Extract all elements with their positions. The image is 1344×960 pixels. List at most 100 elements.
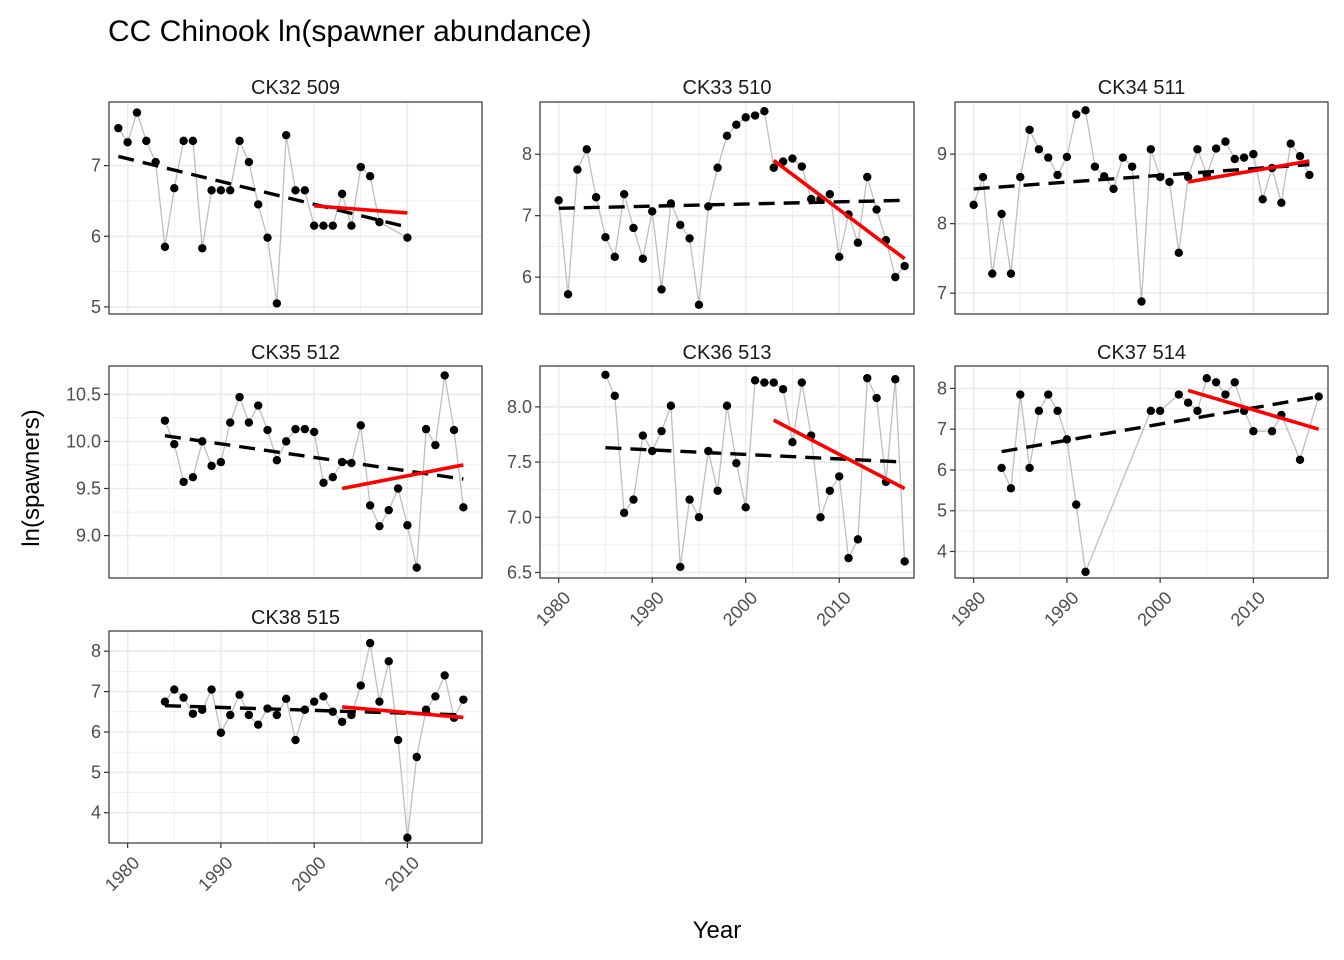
y-tick-label: 6 — [91, 226, 101, 246]
panel-background — [955, 366, 1328, 578]
data-point — [863, 373, 872, 383]
data-point — [610, 391, 619, 401]
data-point — [281, 437, 291, 446]
data-point — [272, 456, 282, 465]
data-point — [825, 189, 835, 199]
data-point — [900, 557, 909, 566]
y-tick-label: 7 — [91, 682, 101, 702]
data-point — [459, 503, 468, 512]
data-point — [1016, 390, 1025, 399]
x-tick-label: 2010 — [1227, 588, 1269, 630]
data-point — [235, 392, 244, 402]
data-point — [1174, 390, 1184, 399]
data-point — [554, 196, 563, 205]
data-point — [328, 472, 337, 482]
recent-trend-line — [1187, 388, 1320, 431]
long-term-trend-line — [558, 198, 905, 211]
y-tick-label: 8 — [522, 144, 532, 164]
y-tick-label: 8 — [91, 641, 101, 661]
x-tick-label: 1990 — [625, 588, 667, 630]
data-point — [207, 461, 216, 471]
data-point — [722, 401, 732, 410]
data-point — [1006, 269, 1016, 278]
data-point — [591, 193, 601, 202]
data-point — [1127, 162, 1137, 171]
data-point — [638, 254, 648, 263]
recent-trend-line — [341, 705, 464, 720]
data-point — [393, 735, 403, 745]
data-point — [741, 503, 750, 512]
data-point — [788, 154, 797, 163]
data-point — [1006, 484, 1016, 493]
data-point — [610, 252, 619, 262]
data-point — [1277, 198, 1286, 207]
data-point — [638, 431, 648, 440]
data-point — [384, 505, 393, 515]
y-tick-label: 7.0 — [507, 507, 532, 527]
data-point — [685, 495, 694, 504]
x-tick-label: 2000 — [1133, 588, 1175, 630]
data-point — [412, 563, 421, 572]
facet-panel: CK35 512 9.0 9.5 10.0 10.5 — [66, 342, 483, 579]
data-point — [421, 424, 431, 434]
panel-background — [955, 102, 1328, 314]
data-point — [198, 437, 207, 446]
data-point — [440, 671, 449, 680]
data-point — [835, 252, 844, 262]
data-point — [207, 685, 216, 694]
data-point — [1100, 172, 1109, 181]
data-point — [281, 694, 291, 704]
data-point — [226, 418, 235, 427]
data-point — [835, 472, 844, 481]
observed-series-line — [117, 110, 408, 304]
data-point — [375, 697, 384, 706]
x-tick-label: 1980 — [947, 588, 989, 630]
data-point — [272, 299, 282, 308]
data-point — [666, 199, 676, 208]
y-tick-label: 8 — [937, 214, 947, 234]
long-term-trend-line — [164, 434, 464, 481]
y-tick-label: 6.5 — [507, 562, 532, 582]
data-point — [1221, 390, 1230, 399]
x-axis-title: Year — [693, 917, 742, 944]
data-point — [648, 446, 657, 456]
data-point — [769, 378, 778, 387]
recent-trend-line — [341, 463, 464, 491]
x-tick-label: 1990 — [194, 853, 236, 895]
y-tick-label: 6 — [937, 460, 947, 480]
data-point — [188, 136, 198, 146]
data-point — [337, 717, 347, 727]
data-point — [170, 685, 179, 694]
data-point — [1193, 406, 1202, 416]
data-point — [1053, 170, 1062, 180]
x-tick-label: 2010 — [812, 588, 854, 630]
data-point — [403, 521, 412, 530]
data-point — [1044, 390, 1053, 399]
recent-trend-line — [772, 418, 906, 491]
data-point — [1062, 152, 1072, 162]
data-point — [760, 378, 769, 387]
panel-background — [109, 102, 482, 314]
data-point — [788, 437, 797, 447]
data-point — [356, 421, 365, 430]
data-point — [291, 424, 300, 434]
data-point — [281, 131, 291, 140]
facet-panel: CK36 513 6.5 7.0 7.5 8.0 1980 1990 2000 2010 — [507, 342, 915, 630]
data-point — [891, 375, 900, 384]
data-point — [170, 184, 179, 193]
data-point — [244, 418, 254, 427]
data-point — [1249, 149, 1258, 159]
data-point — [900, 261, 909, 271]
data-point — [685, 234, 694, 243]
data-point — [629, 223, 638, 233]
data-point — [356, 681, 365, 690]
y-tick-label: 6 — [91, 722, 101, 742]
data-point — [1081, 106, 1090, 115]
y-tick-label: 9.5 — [76, 478, 101, 498]
data-point — [459, 695, 468, 704]
data-point — [844, 553, 853, 563]
y-tick-label: 8 — [937, 378, 947, 398]
data-point — [1211, 144, 1221, 153]
data-point — [619, 189, 629, 199]
data-point — [309, 697, 319, 706]
